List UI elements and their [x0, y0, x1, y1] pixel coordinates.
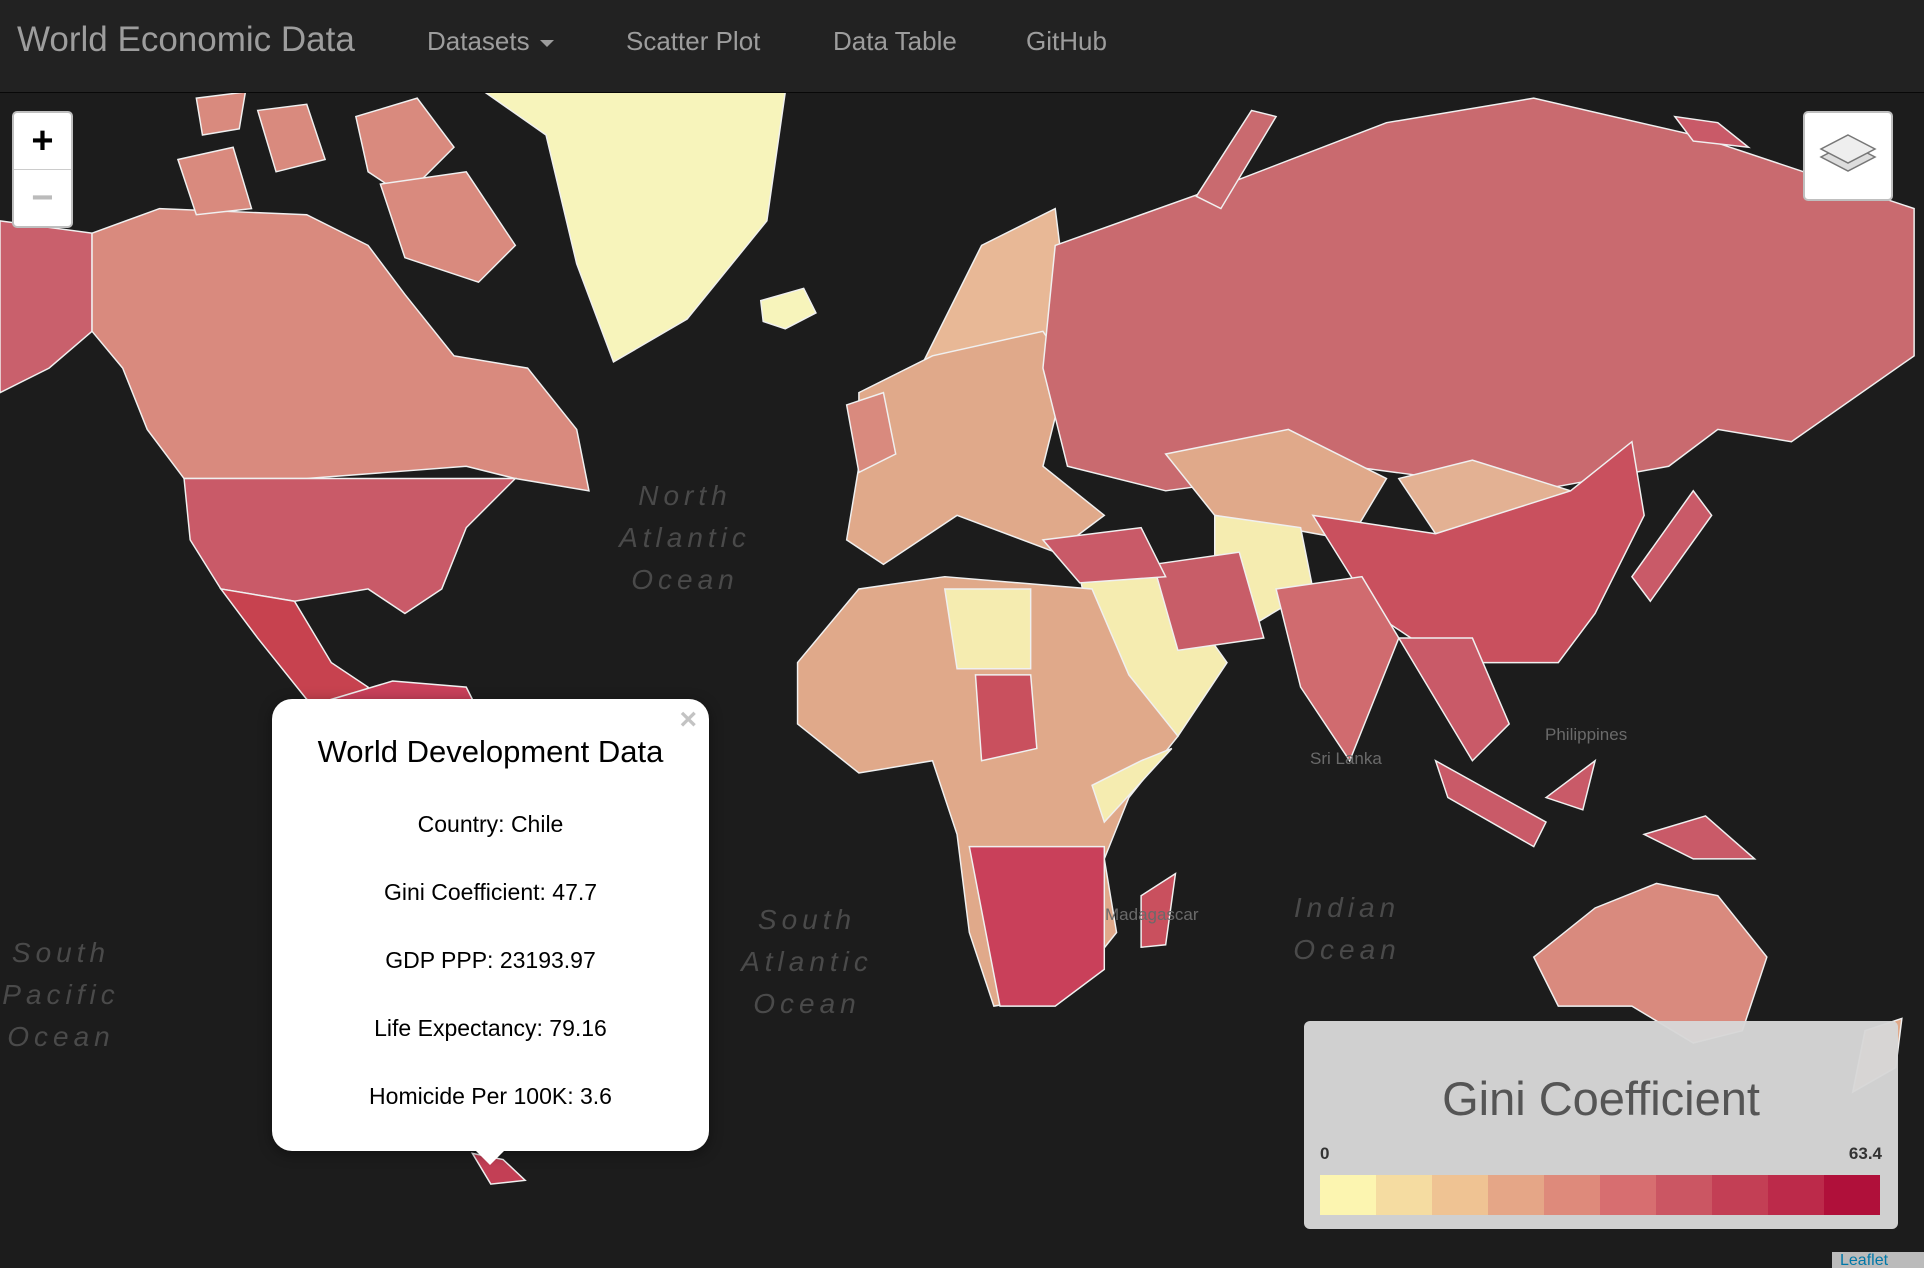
popup-line: Gini Coefficient: 47.7 [383, 879, 598, 905]
legend-swatch [1712, 1175, 1768, 1215]
legend-swatch [1824, 1175, 1880, 1215]
ocean-label: North [638, 480, 731, 511]
popup: × World Development Data Country: Chile G… [272, 699, 709, 1151]
zoom-out[interactable]: − [31, 177, 54, 219]
place-label: Sri Lanka [1310, 749, 1382, 768]
ocean-label: Atlantic [617, 522, 751, 553]
ocean-label: South [12, 937, 110, 968]
attribution[interactable]: Leaflet [1832, 1252, 1924, 1268]
legend-min: 0 [1320, 1144, 1330, 1163]
legend-swatch [1656, 1175, 1712, 1215]
legend-swatch [1432, 1175, 1488, 1215]
popup-line: Life Expectancy: 79.16 [374, 1015, 607, 1041]
zoom-in[interactable]: + [14, 113, 71, 170]
popup-line: Homicide Per 100K: 3.6 [369, 1083, 612, 1109]
legend-swatch [1768, 1175, 1824, 1215]
map: North Atlantic Ocean South Atlantic Ocean Indi… [0, 93, 1915, 1185]
ocean-label: Ocean [753, 988, 861, 1019]
place-label: Madagascar [1105, 905, 1199, 924]
legend-swatch [1320, 1175, 1376, 1215]
ocean-label: Ocean [7, 1021, 115, 1052]
popup-line: Country: Chile [417, 811, 564, 837]
ocean-label: South [758, 904, 856, 935]
ocean-label: Atlantic [739, 946, 873, 977]
legend-swatch [1600, 1175, 1656, 1215]
legend-swatch [1376, 1175, 1432, 1215]
navbar: World Economic Data Datasets Scatter Plot… [0, 0, 1924, 93]
legend-swatch [1488, 1175, 1544, 1215]
popup-close[interactable]: × [679, 703, 697, 736]
nav-item[interactable]: Scatter Plot [626, 26, 761, 56]
popup-tip [474, 1149, 506, 1165]
legend: Gini Coefficient 0 63.4 [1304, 1021, 1898, 1229]
nav-item[interactable]: Datasets [427, 26, 554, 57]
ocean-label: Indian [1294, 892, 1400, 923]
popup-title: World Development Data [317, 734, 664, 769]
caret [539, 39, 554, 47]
legend-swatch [1544, 1175, 1600, 1215]
place-label: Philippines [1545, 725, 1627, 744]
popup-line: GDP PPP: 23193.97 [385, 947, 596, 973]
ocean-label: Pacific [2, 979, 119, 1010]
legend-max: 63.4 [1848, 1144, 1882, 1163]
legend-title: Gini Coefficient [1442, 1072, 1760, 1125]
brand[interactable]: World Economic Data [17, 20, 355, 59]
layers-icon [1819, 134, 1877, 172]
zoom-control: + − [12, 111, 73, 228]
layers-control[interactable] [1803, 111, 1893, 201]
nav-item[interactable]: Data Table [833, 26, 957, 56]
ocean-label: Ocean [631, 564, 739, 595]
legend-scale [1320, 1175, 1880, 1215]
country-shapes [0, 93, 1915, 1185]
nav-item[interactable]: GitHub [1026, 26, 1107, 56]
ocean-label: Ocean [1293, 934, 1401, 965]
